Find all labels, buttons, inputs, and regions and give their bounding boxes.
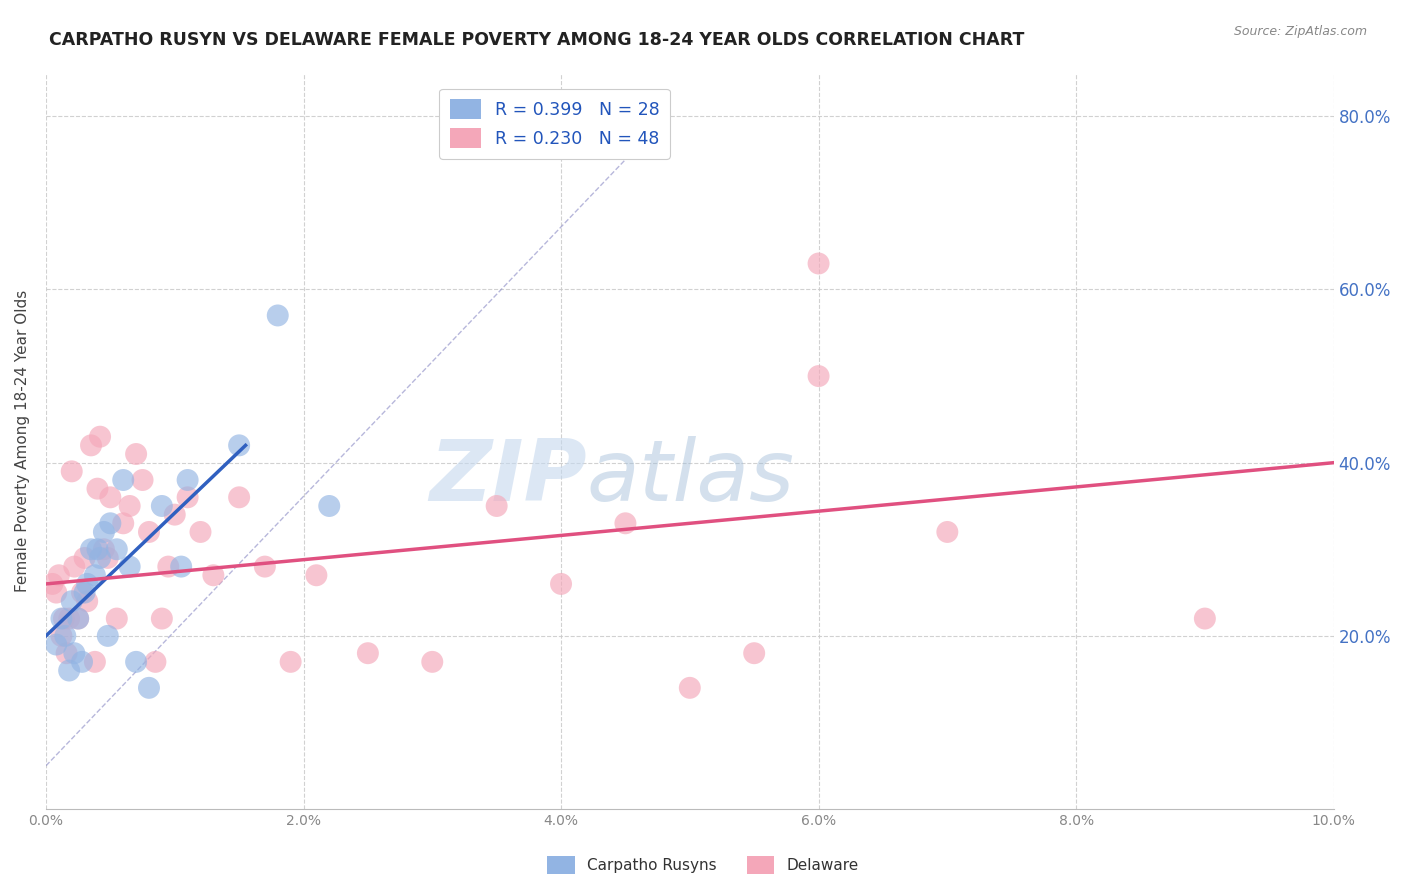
Point xyxy=(89,550,111,565)
Point xyxy=(76,594,98,608)
Point xyxy=(742,646,765,660)
Point xyxy=(614,516,637,531)
Point xyxy=(550,577,572,591)
Point xyxy=(125,655,148,669)
Point xyxy=(58,611,80,625)
Point xyxy=(118,559,141,574)
Point xyxy=(48,568,70,582)
Point xyxy=(280,655,302,669)
Point xyxy=(45,638,67,652)
Point xyxy=(63,646,86,660)
Point xyxy=(357,646,380,660)
Point xyxy=(41,577,63,591)
Point xyxy=(76,577,98,591)
Point xyxy=(138,681,160,695)
Point xyxy=(73,585,96,599)
Point xyxy=(63,559,86,574)
Point xyxy=(163,508,186,522)
Point xyxy=(67,611,90,625)
Point xyxy=(170,559,193,574)
Point xyxy=(228,491,250,505)
Point xyxy=(150,611,173,625)
Text: atlas: atlas xyxy=(586,436,794,519)
Point xyxy=(98,516,121,531)
Point xyxy=(807,256,830,270)
Point xyxy=(80,438,103,452)
Point xyxy=(51,611,73,625)
Point xyxy=(70,655,93,669)
Point xyxy=(228,438,250,452)
Point xyxy=(83,568,105,582)
Point xyxy=(45,585,67,599)
Point xyxy=(73,550,96,565)
Point xyxy=(190,524,212,539)
Point xyxy=(176,473,198,487)
Point xyxy=(86,482,108,496)
Point xyxy=(60,594,83,608)
Point xyxy=(318,499,340,513)
Point xyxy=(97,550,120,565)
Point xyxy=(105,542,128,557)
Point xyxy=(118,499,141,513)
Point xyxy=(83,655,105,669)
Point xyxy=(58,664,80,678)
Point xyxy=(70,585,93,599)
Text: ZIP: ZIP xyxy=(429,436,586,519)
Legend: Carpatho Rusyns, Delaware: Carpatho Rusyns, Delaware xyxy=(541,850,865,880)
Point xyxy=(53,611,76,625)
Point xyxy=(67,611,90,625)
Point xyxy=(60,464,83,478)
Point xyxy=(93,542,115,557)
Point xyxy=(150,499,173,513)
Point xyxy=(89,430,111,444)
Point xyxy=(267,309,290,323)
Point xyxy=(131,473,153,487)
Point xyxy=(420,655,443,669)
Point xyxy=(112,473,135,487)
Point xyxy=(53,629,76,643)
Point xyxy=(86,542,108,557)
Point xyxy=(485,499,508,513)
Point xyxy=(679,681,702,695)
Point xyxy=(51,629,73,643)
Point xyxy=(157,559,180,574)
Point xyxy=(93,524,115,539)
Point xyxy=(55,646,77,660)
Point xyxy=(807,369,830,384)
Point xyxy=(305,568,328,582)
Point xyxy=(176,491,198,505)
Text: CARPATHO RUSYN VS DELAWARE FEMALE POVERTY AMONG 18-24 YEAR OLDS CORRELATION CHAR: CARPATHO RUSYN VS DELAWARE FEMALE POVERT… xyxy=(49,31,1025,49)
Point xyxy=(105,611,128,625)
Point xyxy=(112,516,135,531)
Point xyxy=(138,524,160,539)
Point xyxy=(97,629,120,643)
Y-axis label: Female Poverty Among 18-24 Year Olds: Female Poverty Among 18-24 Year Olds xyxy=(15,290,30,592)
Point xyxy=(98,491,121,505)
Point xyxy=(202,568,225,582)
Point xyxy=(253,559,276,574)
Legend: R = 0.399   N = 28, R = 0.230   N = 48: R = 0.399 N = 28, R = 0.230 N = 48 xyxy=(439,89,671,159)
Point xyxy=(145,655,167,669)
Text: Source: ZipAtlas.com: Source: ZipAtlas.com xyxy=(1233,25,1367,38)
Point xyxy=(1194,611,1216,625)
Point xyxy=(125,447,148,461)
Point xyxy=(80,542,103,557)
Point xyxy=(936,524,959,539)
